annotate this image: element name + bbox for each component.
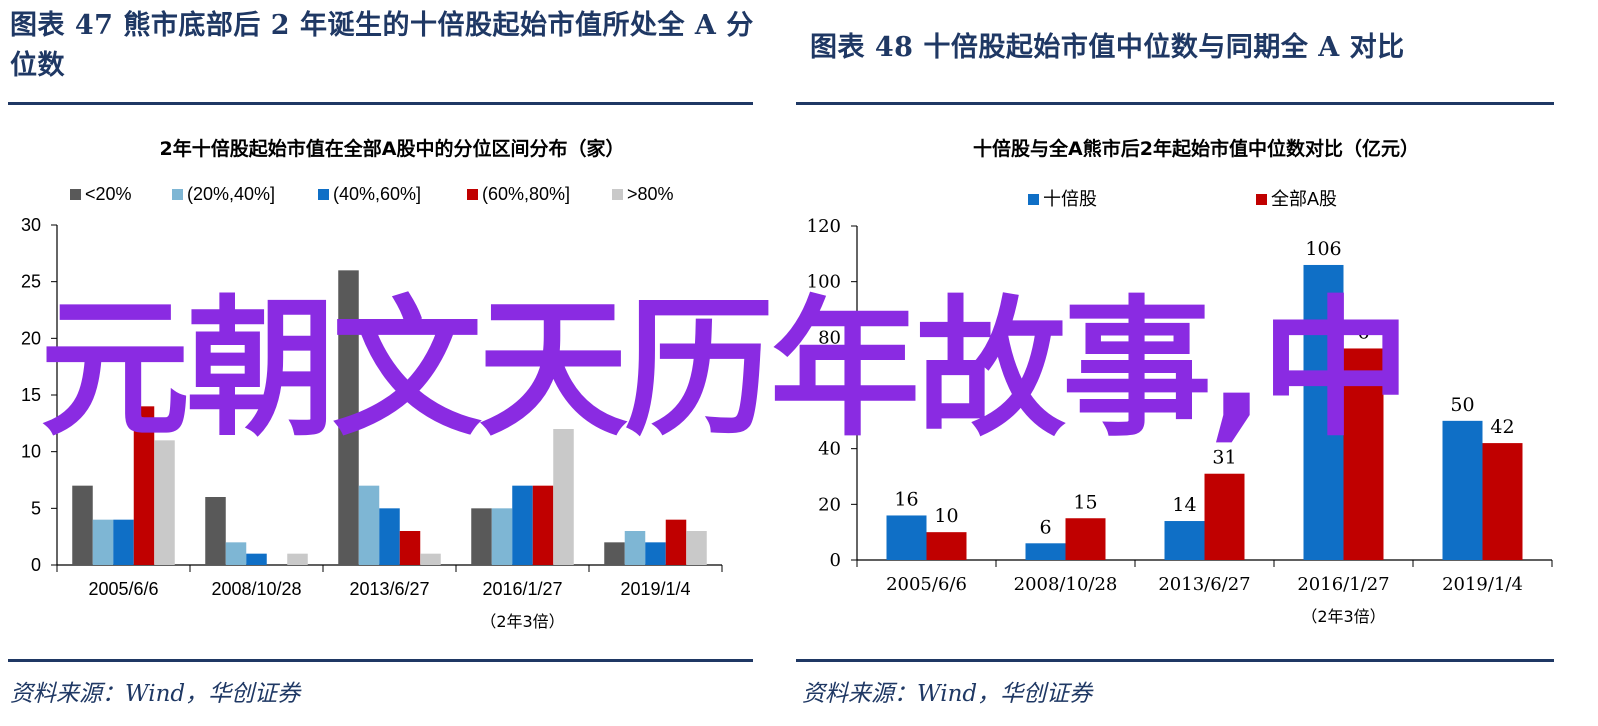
y-tick-label: 40: [818, 439, 841, 460]
bar-0-3: [471, 508, 492, 565]
x-category-label: 2005/6/6: [88, 579, 158, 599]
y-tick-label: 5: [31, 498, 41, 518]
legend-label-0: <20%: [85, 184, 132, 204]
x-category-label: 2019/1/4: [1442, 574, 1523, 595]
y-tick-label: 100: [807, 272, 841, 293]
chart-note: （2年3倍）: [1301, 607, 1385, 626]
data-label-0-3: 106: [1305, 238, 1341, 260]
legend-swatch-1: [1256, 194, 1267, 205]
y-tick-label: 80: [818, 327, 841, 348]
right-figure-panel: 图表 48 十倍股起始市值中位数与同期全 A 对比 十倍股与全A熊市后2年起始市…: [796, 0, 1598, 726]
legend-swatch-4: [612, 189, 623, 200]
bar-4-1: [287, 553, 308, 565]
legend-label-1: 全部A股: [1271, 189, 1337, 209]
data-label-1-4: 42: [1490, 416, 1514, 438]
legend-swatch-0: [1028, 194, 1039, 205]
right-chart: 十倍股与全A熊市后2年起始市值中位数对比（亿元） 十倍股 全部A股 0 20 40 60 80…: [807, 137, 1553, 626]
bar-1-4: [624, 531, 646, 565]
bar-2-0: [113, 519, 134, 565]
bar-3-3: [532, 485, 554, 565]
bar-0-4: [1442, 420, 1483, 560]
data-label-0-2: 14: [1172, 494, 1196, 516]
bar-1-4: [1482, 443, 1523, 560]
legend-swatch-3: [467, 189, 478, 200]
y-tick-label: 30: [21, 215, 41, 235]
x-category-label: 2013/6/27: [349, 579, 429, 599]
bar-2-4: [645, 542, 666, 565]
watermark-overlay-text: 元朝文天历年故事,中: [40, 283, 1411, 457]
bar-1-2: [1204, 473, 1245, 560]
left-chart: 2年十倍股起始市值在全部A股中的分位区间分布（家） <20% (20%,40%] (4…: [21, 137, 723, 631]
bar-1-2: [358, 485, 380, 565]
bar-3-0: [133, 406, 155, 565]
bar-2-1: [246, 553, 267, 565]
left-title-rule: [8, 102, 753, 105]
legend-label-4: >80%: [627, 184, 674, 204]
bar-0-4: [604, 542, 625, 565]
bar-1-0: [92, 519, 114, 565]
data-label-0-4: 50: [1450, 394, 1474, 416]
bar-1-3: [491, 508, 513, 565]
bar-3-4: [665, 519, 687, 565]
y-tick-label: 60: [818, 383, 841, 404]
bar-0-2: [1164, 521, 1205, 560]
bar-0-0: [886, 515, 927, 560]
x-category-label: 2005/6/6: [886, 574, 967, 595]
data-label-1-3: 6: [1357, 321, 1369, 343]
x-category-label: 2008/10/28: [211, 579, 301, 599]
data-label-1-2: 31: [1212, 447, 1236, 469]
bar-2-2: [379, 508, 400, 565]
right-figure-title: 图表 48 十倍股起始市值中位数与同期全 A 对比: [810, 32, 1405, 63]
y-tick-label: 10: [21, 442, 41, 462]
bar-1-3: [1343, 348, 1384, 560]
x-category-label: 2013/6/27: [1158, 574, 1250, 595]
bar-4-3: [553, 429, 574, 565]
x-category-label: 2019/1/4: [620, 579, 690, 599]
y-tick-label: 0: [830, 550, 841, 571]
bar-1-1: [225, 542, 247, 565]
legend-label-3: (60%,80%]: [482, 184, 570, 204]
legend-swatch-2: [318, 189, 329, 200]
right-bottom-rule: [796, 659, 1554, 662]
bar-2-3: [512, 485, 533, 565]
chart-title: 十倍股与全A熊市后2年起始市值中位数对比（亿元）: [973, 137, 1419, 160]
y-tick-label: 25: [21, 272, 41, 292]
x-category-label: 2016/1/27: [1297, 574, 1389, 595]
left-bottom-rule: [8, 659, 753, 662]
y-tick-label: 20: [21, 328, 41, 348]
left-figure-panel: 图表 47 熊市底部后 2 年诞生的十倍股起始市值所处全 A 分位数 2年十倍股…: [0, 0, 780, 726]
bar-0-3: [1303, 264, 1344, 560]
x-category-label: 2008/10/28: [1014, 574, 1118, 595]
bar-1-0: [926, 532, 967, 560]
y-tick-label: 120: [807, 216, 841, 237]
chart-note: （2年3倍）: [480, 612, 564, 631]
y-tick-label: 15: [21, 385, 41, 405]
legend-swatch-0: [70, 189, 81, 200]
legend-label-1: (20%,40%]: [187, 184, 275, 204]
data-label-1-0: 10: [934, 505, 958, 527]
data-label-1-1: 15: [1073, 491, 1097, 513]
data-label-0-0: 16: [894, 488, 918, 510]
legend-label-2: (40%,60%]: [333, 184, 421, 204]
left-figure-title: 图表 47 熊市底部后 2 年诞生的十倍股起始市值所处全 A 分位数: [10, 10, 754, 81]
y-tick-label: 0: [31, 555, 41, 575]
x-category-label: 2016/1/27: [482, 579, 562, 599]
chart-title: 2年十倍股起始市值在全部A股中的分位区间分布（家）: [160, 137, 625, 160]
bar-4-4: [686, 531, 707, 565]
y-tick-label: 20: [818, 494, 841, 515]
bar-3-2: [399, 531, 421, 565]
bar-4-0: [154, 440, 175, 565]
bar-0-1: [1025, 543, 1066, 560]
bar-0-0: [72, 485, 93, 565]
bar-0-2: [338, 270, 359, 565]
legend-swatch-1: [172, 189, 183, 200]
bar-1-1: [1065, 518, 1106, 560]
bar-4-2: [420, 553, 441, 565]
right-title-rule: [796, 102, 1554, 105]
legend-label-0: 十倍股: [1043, 189, 1097, 209]
left-source-note: 资料来源：Wind，华创证券: [10, 681, 301, 707]
data-label-0-1: 6: [1039, 516, 1051, 538]
bar-0-1: [205, 497, 226, 565]
right-source-note: 资料来源：Wind，华创证券: [802, 681, 1093, 707]
